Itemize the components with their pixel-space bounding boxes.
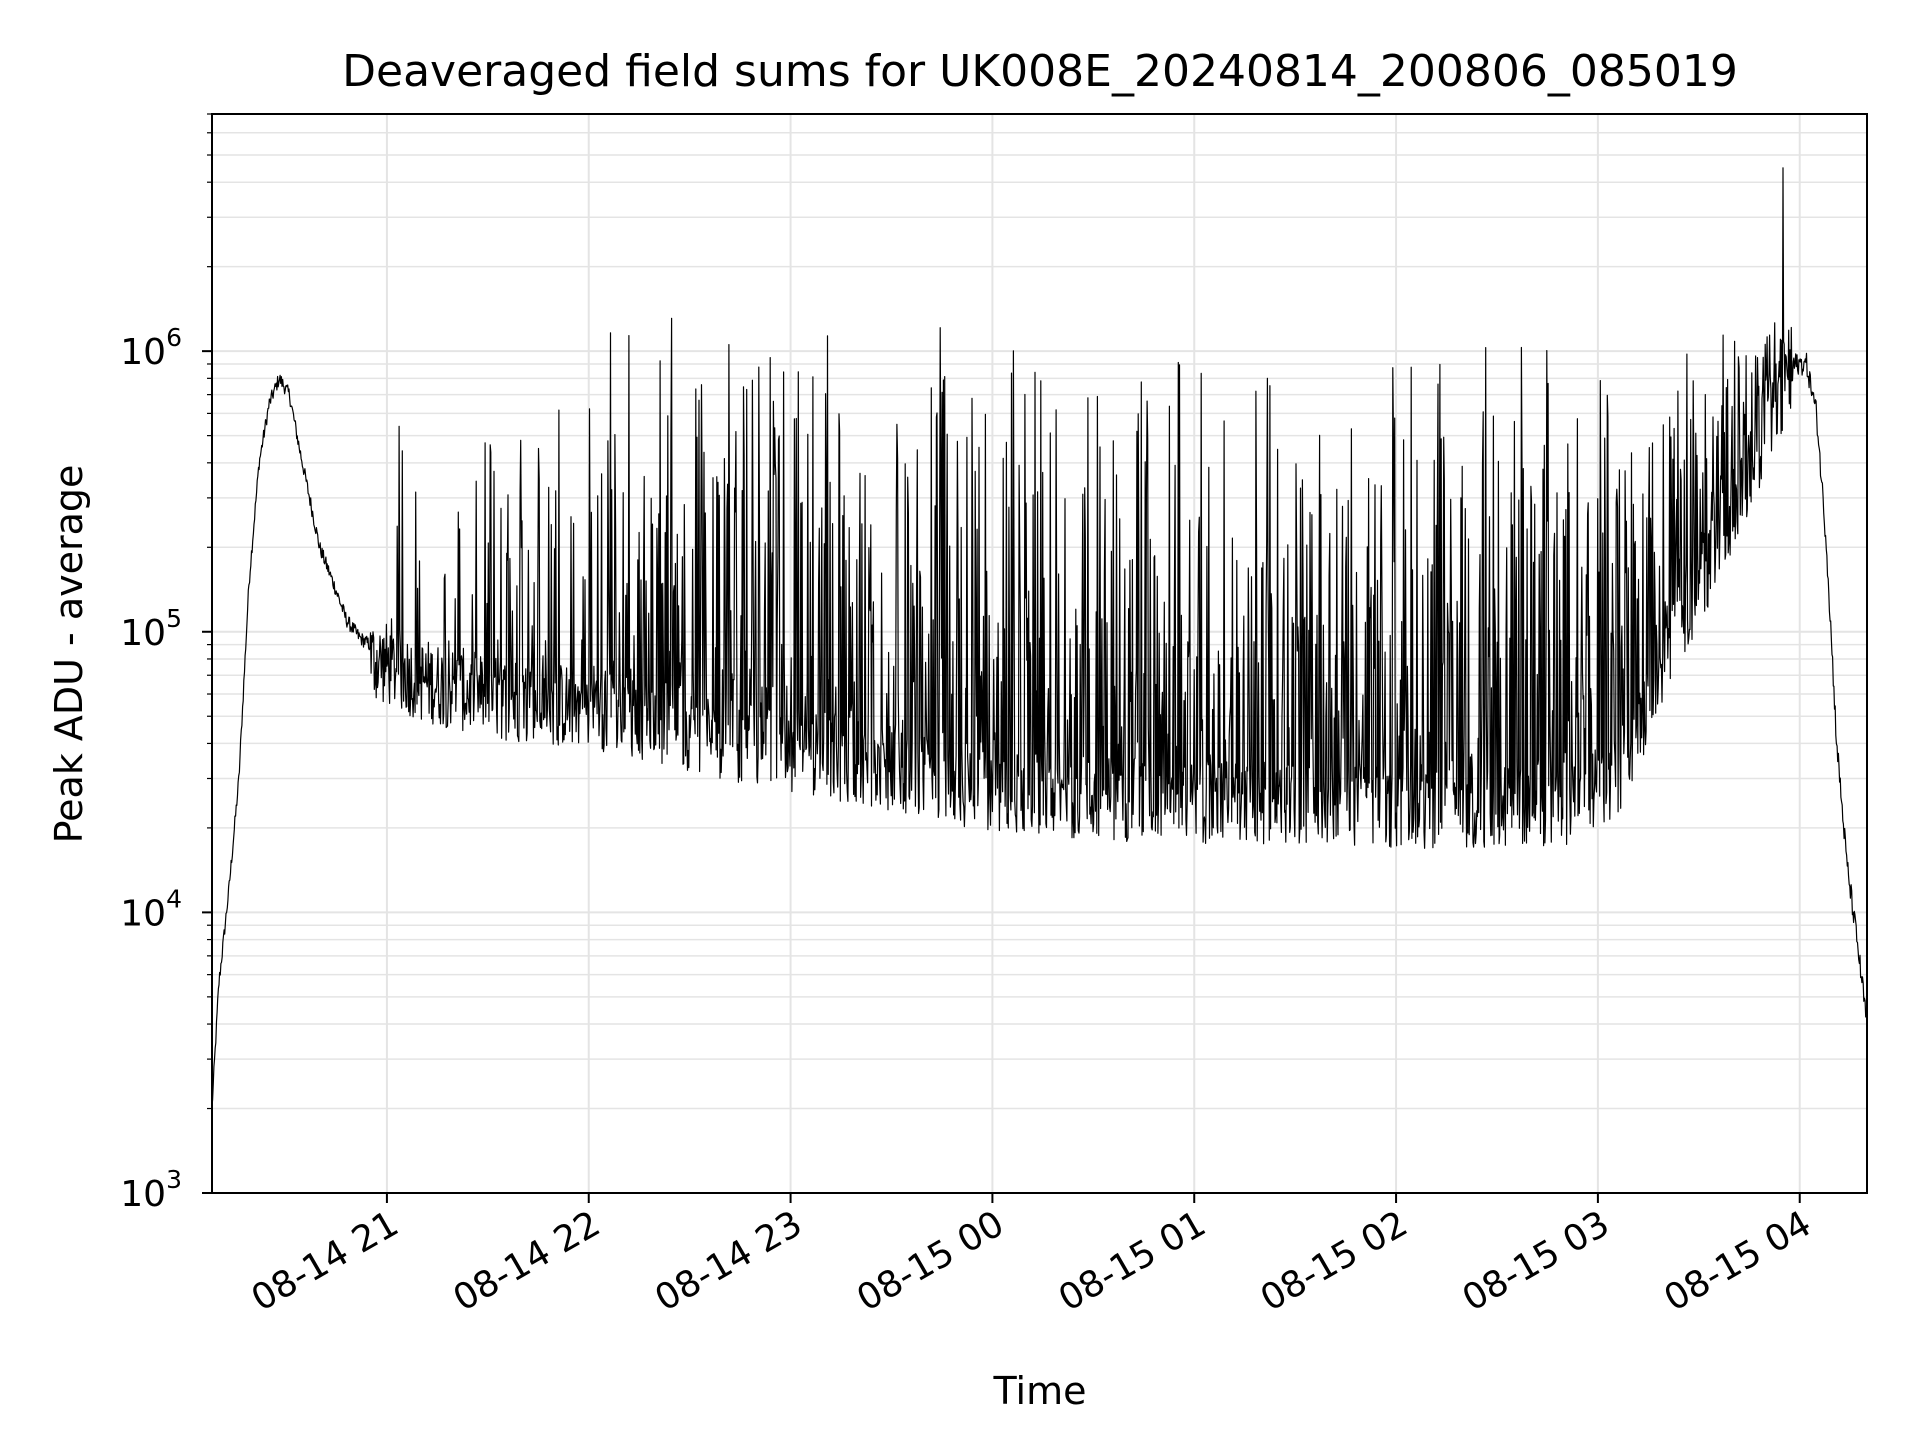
x-axis-label: Time (993, 1369, 1087, 1413)
series-line (211, 167, 1868, 1107)
plot-line-group (211, 167, 1868, 1107)
y-axis-label: Peak ADU - average (47, 465, 91, 844)
chart-title: Deaveraged field sums for UK008E_2024081… (342, 46, 1738, 97)
y-tick-label: 104 (120, 884, 182, 934)
plot-frame (211, 113, 1868, 1194)
